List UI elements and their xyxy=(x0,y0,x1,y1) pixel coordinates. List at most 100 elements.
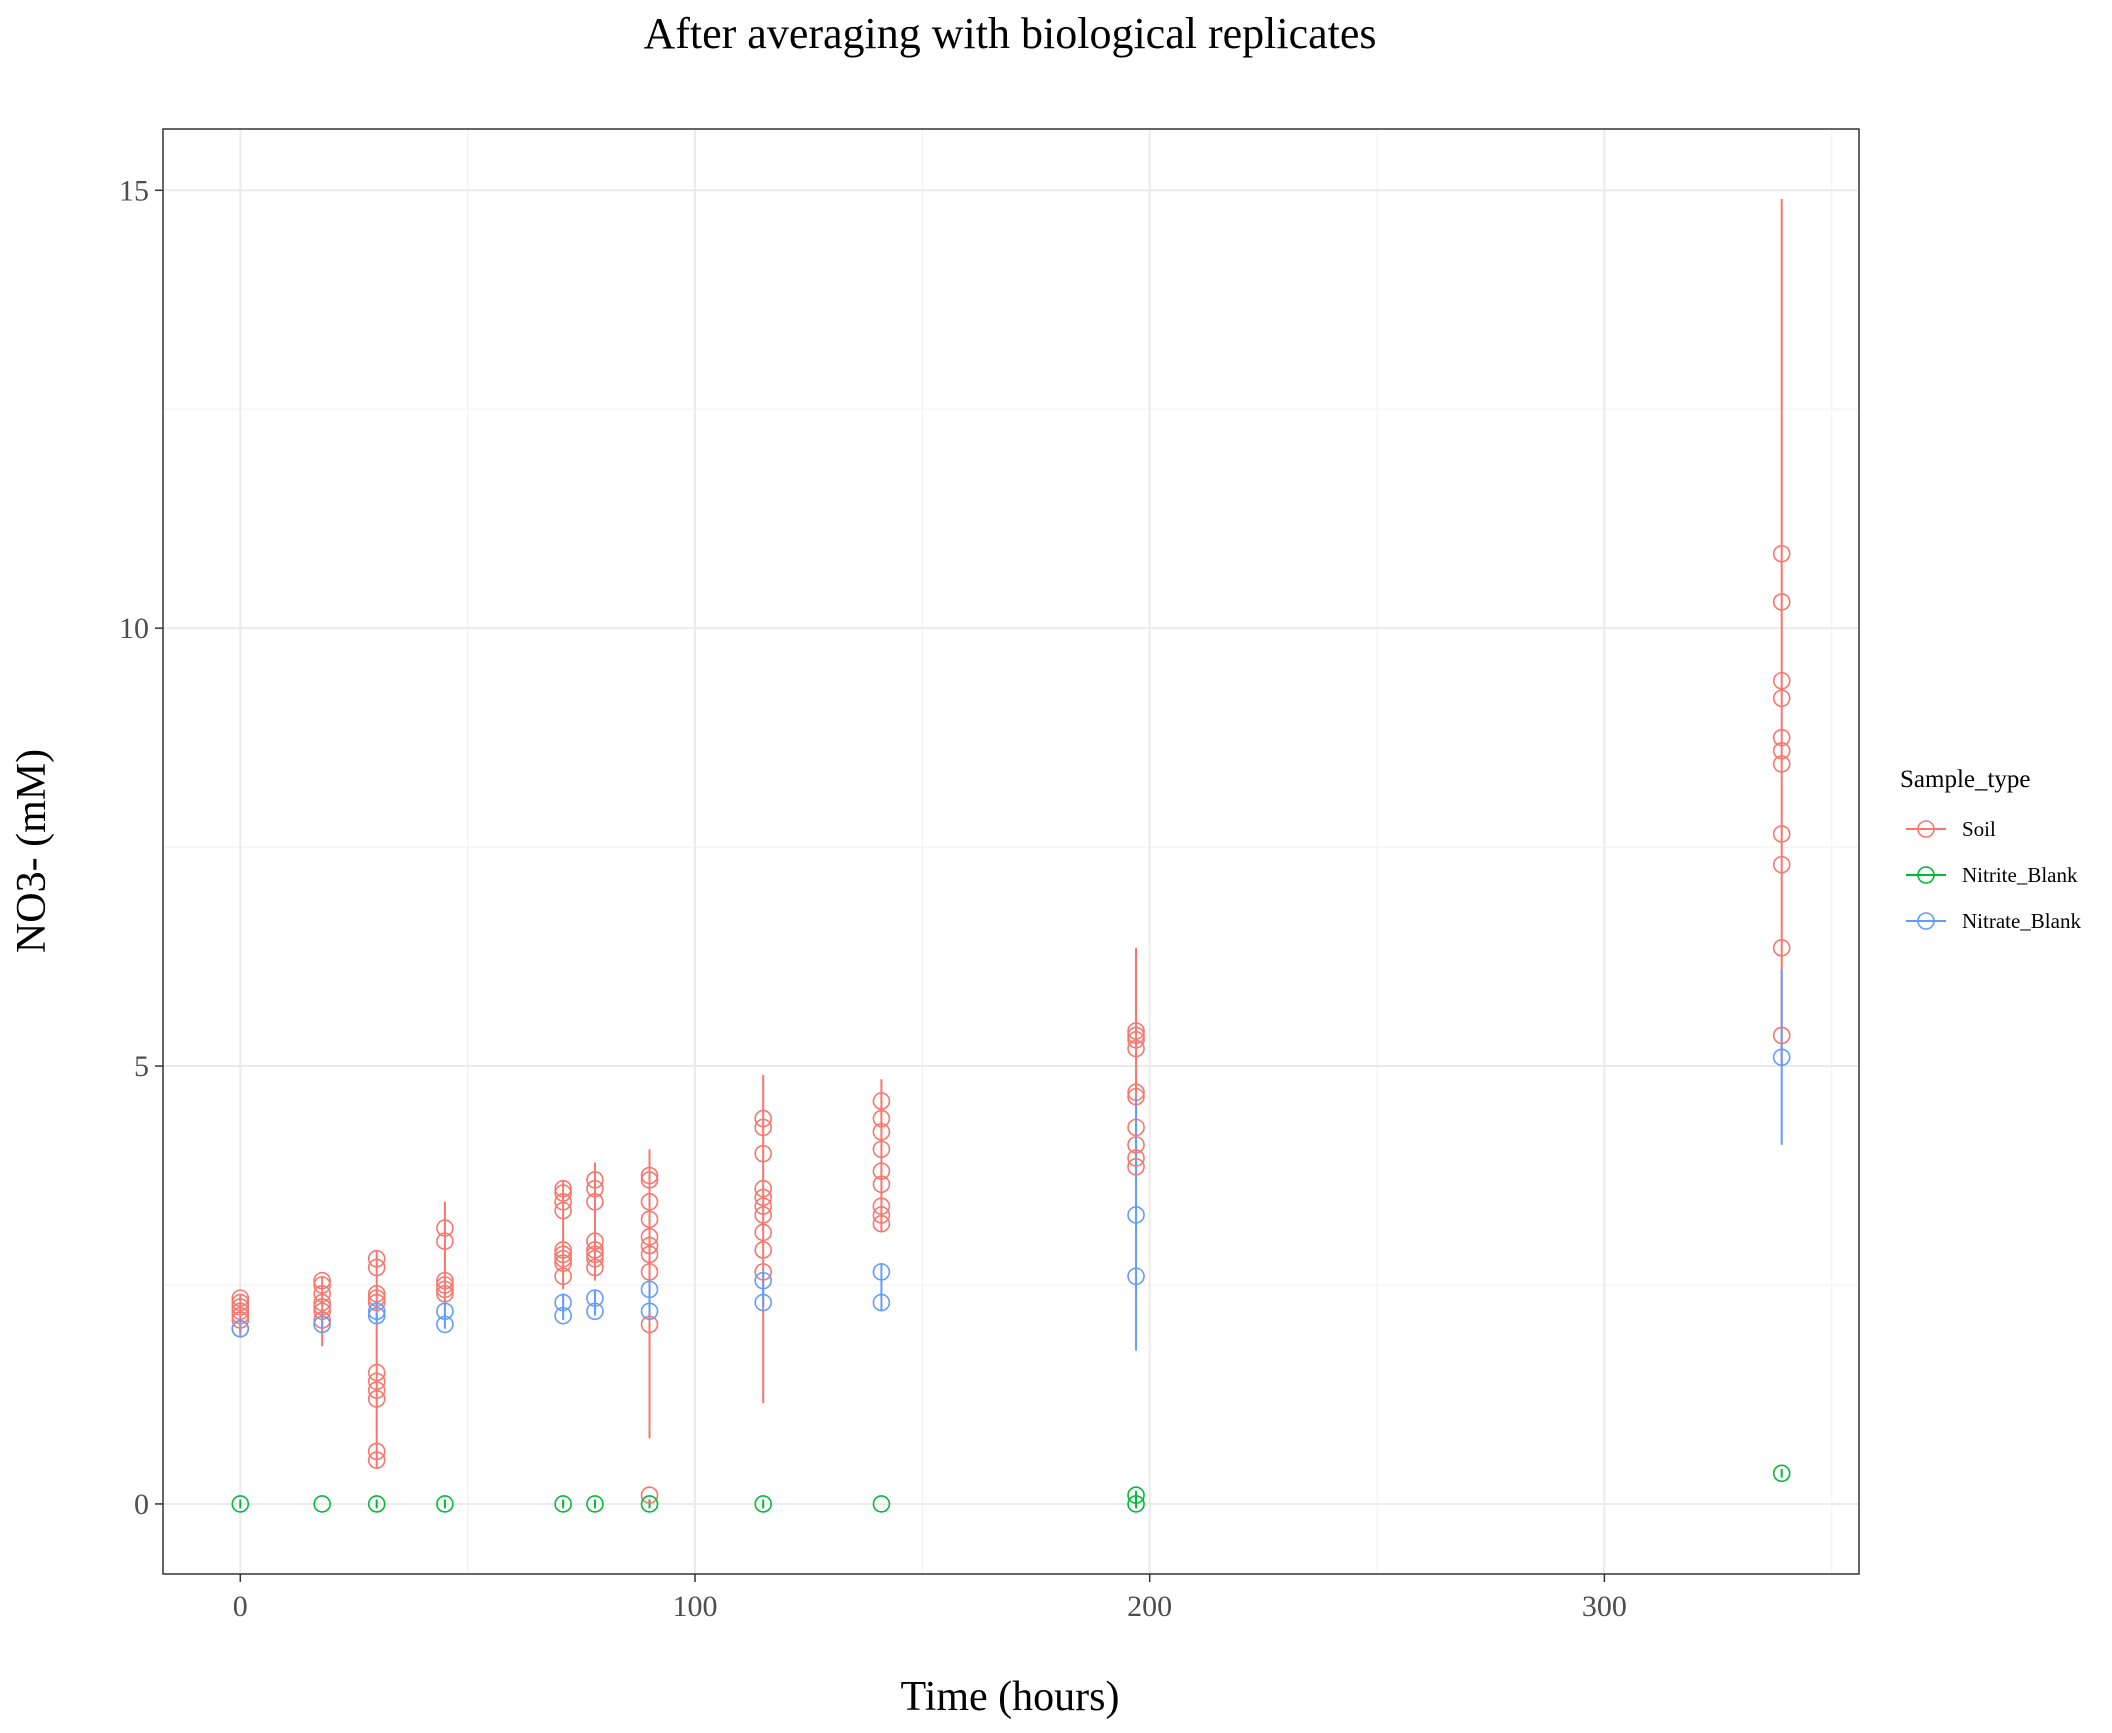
soil-point xyxy=(586,1258,604,1277)
plot-border xyxy=(162,128,1860,1575)
nitrate-blank-point xyxy=(586,1289,604,1307)
chart-title: After averaging with biological replicat… xyxy=(643,9,1376,58)
y-tick-label: 15 xyxy=(119,174,149,207)
soil-point xyxy=(436,1219,454,1237)
soil-point xyxy=(754,1206,772,1224)
nitrate-blank-point xyxy=(872,1263,891,1281)
nitrate-blank-point xyxy=(554,1306,572,1325)
soil-point xyxy=(872,1122,891,1141)
nitrate-blank-point xyxy=(313,1315,331,1334)
soil-point xyxy=(436,1284,454,1303)
nitrite-blank-point xyxy=(1127,1486,1145,1504)
legend-label: Nitrate_Blank xyxy=(1962,909,2081,933)
soil-point xyxy=(554,1249,572,1268)
soil-point xyxy=(436,1232,454,1251)
soil-point xyxy=(872,1092,891,1110)
soil-point xyxy=(313,1276,331,1294)
soil-point xyxy=(367,1442,386,1461)
nitrate-blank-point xyxy=(1127,1206,1145,1224)
soil-point xyxy=(754,1241,772,1259)
soil-point xyxy=(367,1249,386,1268)
soil-point xyxy=(1127,1022,1145,1040)
soil-point xyxy=(231,1298,250,1316)
nitrite-blank-point xyxy=(1772,1464,1791,1483)
nitrate-blank-point xyxy=(586,1302,604,1321)
soil-point xyxy=(367,1363,386,1382)
soil-point xyxy=(554,1241,572,1259)
soil-point xyxy=(754,1118,772,1137)
soil-point xyxy=(1772,593,1791,611)
soil-point xyxy=(640,1236,659,1255)
soil-point xyxy=(231,1293,250,1312)
soil-point xyxy=(231,1306,250,1325)
x-tick-label: 0 xyxy=(233,1590,248,1623)
soil-point xyxy=(872,1162,891,1180)
soil-point xyxy=(554,1193,572,1211)
nitrate-blank-point xyxy=(231,1319,250,1338)
nitrite-blank-point xyxy=(313,1495,331,1513)
nitrite-blank-point xyxy=(436,1495,454,1513)
soil-point xyxy=(1127,1083,1145,1102)
legend-title: Sample_type xyxy=(1900,766,2031,793)
axes: 0 100 200 300 0 5 10 15 xyxy=(119,174,1627,1623)
soil-point xyxy=(640,1486,659,1504)
soil-point xyxy=(367,1372,386,1391)
soil-point xyxy=(586,1249,604,1268)
soil-point xyxy=(1772,939,1791,957)
nitrite-blank-point xyxy=(872,1495,891,1513)
soil-point xyxy=(231,1289,250,1307)
soil-point xyxy=(436,1280,454,1299)
soil-point xyxy=(754,1109,772,1128)
nitrate-blank-point xyxy=(640,1280,659,1299)
soil-point xyxy=(872,1175,891,1194)
soil-point xyxy=(1127,1039,1145,1058)
nitrate-blank-point xyxy=(367,1306,386,1325)
legend-label: Soil xyxy=(1962,817,1996,841)
soil-point xyxy=(313,1293,331,1312)
legend-item-nitrate-blank: Nitrate_Blank xyxy=(1906,909,2081,933)
y-tick-label: 5 xyxy=(134,1050,149,1083)
soil-point xyxy=(436,1276,454,1294)
soil-point xyxy=(872,1140,891,1159)
x-axis-title: Time (hours) xyxy=(901,1674,1120,1720)
soil-point xyxy=(640,1166,659,1185)
soil-point xyxy=(313,1284,331,1303)
soil-point xyxy=(554,1179,572,1198)
x-tick-label: 200 xyxy=(1127,1590,1172,1623)
soil-point xyxy=(1127,1087,1145,1106)
soil-point xyxy=(313,1311,331,1329)
nitrate-blank-point xyxy=(436,1315,454,1334)
nitrite-blank-point xyxy=(1127,1495,1145,1513)
soil-point xyxy=(1127,1026,1145,1045)
soil-point xyxy=(1772,741,1791,760)
soil-point xyxy=(640,1315,659,1334)
y-tick-label: 10 xyxy=(119,612,149,645)
nitrate-blank-point xyxy=(554,1293,572,1312)
soil-point xyxy=(640,1263,659,1281)
soil-point xyxy=(586,1171,604,1189)
soil-point xyxy=(754,1144,772,1163)
nitrite-blank-point xyxy=(754,1495,772,1513)
soil-point xyxy=(754,1179,772,1198)
soil-point xyxy=(1772,728,1791,747)
soil-point xyxy=(754,1188,772,1207)
nitrate-blank-point xyxy=(754,1271,772,1290)
nitrate-blank-point xyxy=(872,1293,891,1312)
nitrate-blank-point xyxy=(754,1293,772,1312)
soil-point xyxy=(754,1197,772,1215)
soil-point xyxy=(1127,1030,1145,1049)
legend-label: Nitrite_Blank xyxy=(1962,863,2078,887)
soil-point xyxy=(554,1184,572,1202)
data-points xyxy=(231,544,1791,1513)
soil-point xyxy=(1772,1026,1791,1045)
soil-point xyxy=(1127,1136,1145,1154)
soil-point xyxy=(313,1298,331,1316)
legend-key-point xyxy=(1917,820,1935,838)
soil-point xyxy=(1127,1149,1145,1167)
soil-point xyxy=(313,1271,331,1290)
soil-point xyxy=(1772,544,1791,563)
legend-key-point xyxy=(1917,912,1935,930)
soil-point xyxy=(1772,755,1791,773)
soil-point xyxy=(313,1302,331,1321)
